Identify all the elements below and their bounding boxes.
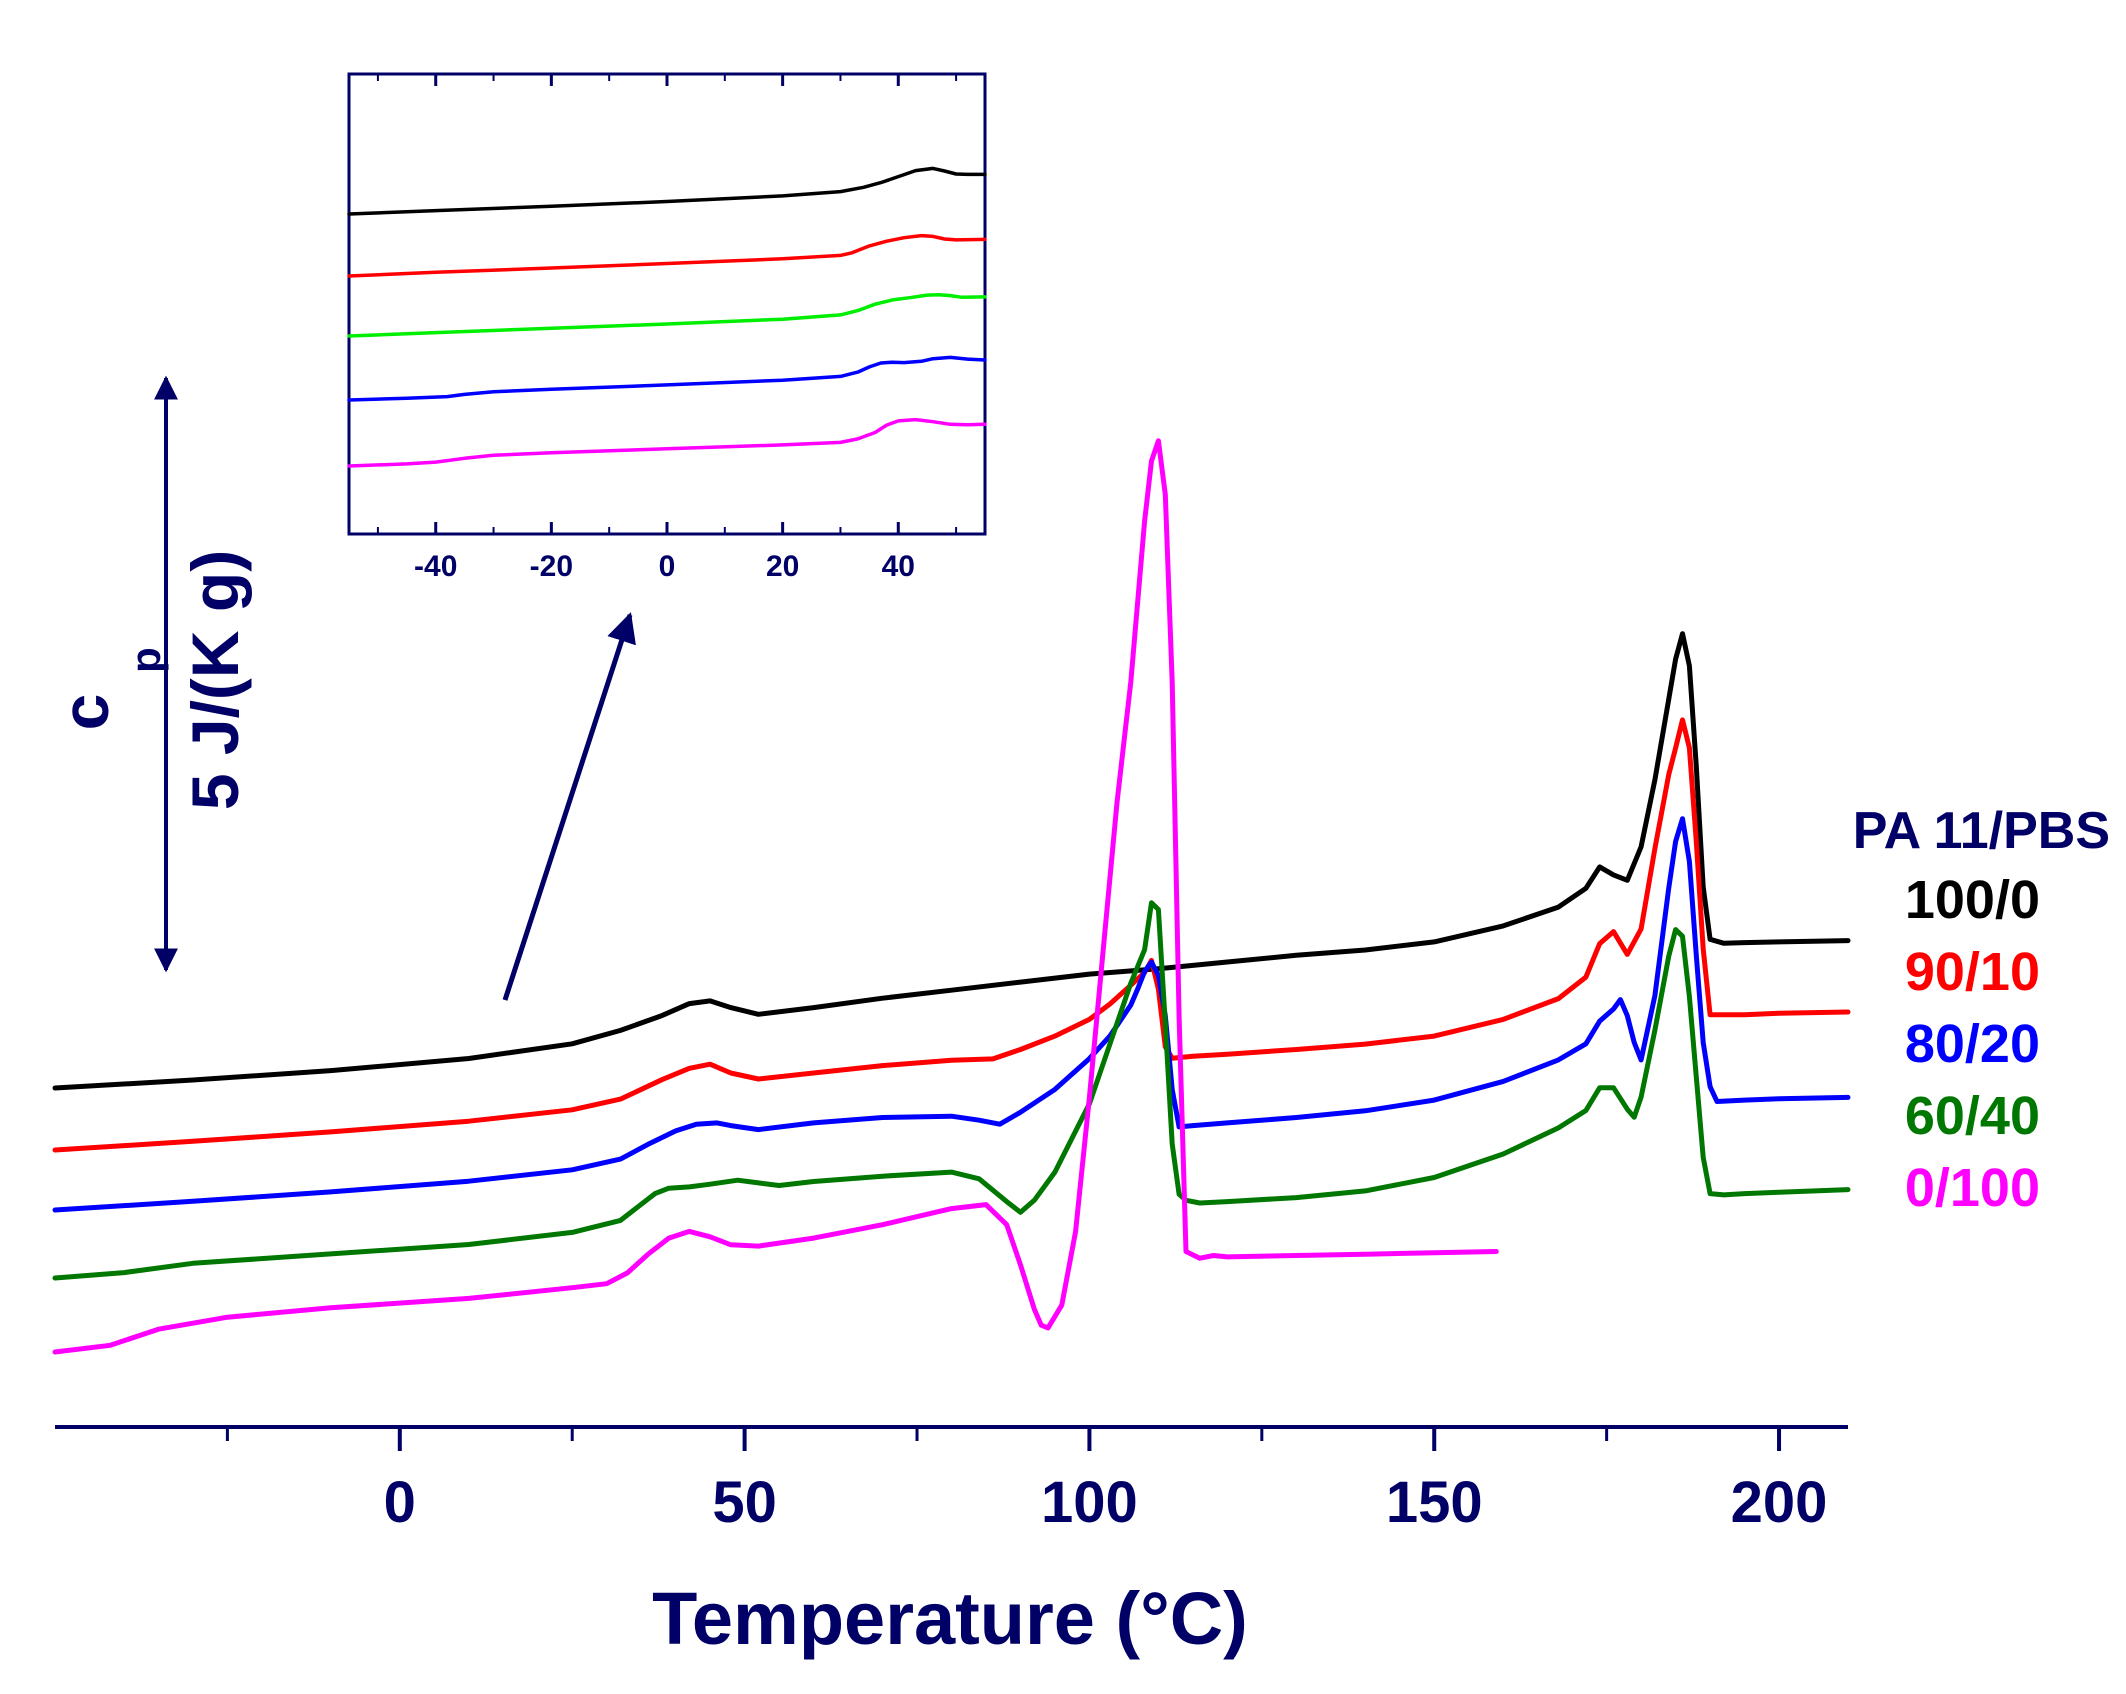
series-line-0-100	[52, 438, 1499, 1355]
x-tick-label: 200	[1731, 1470, 1828, 1535]
inset-series-line-100-0	[347, 166, 987, 216]
legend-entry-60-40: 60/40	[1905, 1086, 2040, 1146]
legend-entry-100-0: 100/0	[1905, 870, 2040, 930]
inset-x-tick-label: 40	[882, 550, 915, 583]
x-axis-label: Temperature (°C)	[652, 1577, 1248, 1660]
inset-x-tick-label: -20	[530, 550, 573, 583]
legend: PA 11/PBS 100/0 90/10 80/20 60/40 0/100	[1853, 802, 2110, 1218]
scale-bar-label-value: 5 J/(K g)	[178, 550, 252, 810]
main-curves	[52, 438, 1851, 1355]
inset-pointer-arrow	[502, 612, 636, 1001]
x-tick-label: 100	[1041, 1470, 1138, 1535]
scale-bar-label-main: c	[48, 694, 122, 731]
inset-series-line-0-100	[347, 417, 987, 468]
x-tick-label: 0	[384, 1470, 416, 1535]
x-tick-label: 50	[712, 1470, 777, 1535]
x-axis-ticks: 0 50 100 150 200	[225, 1427, 1828, 1535]
inset-series-line-80-20	[347, 292, 987, 338]
inset-x-tick-label: 20	[766, 550, 799, 583]
series-line-90-10	[52, 717, 1851, 1153]
inset-series-line-60-40	[347, 355, 987, 402]
series-line-60-40	[52, 900, 1851, 1281]
inset-frame	[347, 72, 987, 536]
inset-plot: -40 -20 0 20 40	[347, 72, 987, 583]
inset-x-tick-label: -40	[414, 550, 457, 583]
inset-curves	[347, 166, 987, 468]
legend-title: PA 11/PBS	[1853, 802, 2110, 860]
inset-series-line-90-10	[347, 233, 987, 278]
inset-x-axis-ticks: -40 -20 0 20 40	[376, 74, 958, 583]
series-line-80-20	[52, 816, 1851, 1213]
legend-entry-90-10: 90/10	[1905, 942, 2040, 1002]
scale-bar-label-sub: p	[122, 647, 169, 673]
x-tick-label: 150	[1386, 1470, 1483, 1535]
cp-scale-bar: c p 5 J/(K g)	[48, 375, 252, 973]
legend-entry-80-20: 80/20	[1905, 1014, 2040, 1074]
series-line-100-0	[52, 631, 1851, 1091]
inset-x-tick-label: 0	[659, 550, 676, 583]
main-plot: 0 50 100 150 200 Temperature (°C)	[52, 438, 1851, 1660]
legend-entry-0-100: 0/100	[1905, 1158, 2040, 1218]
